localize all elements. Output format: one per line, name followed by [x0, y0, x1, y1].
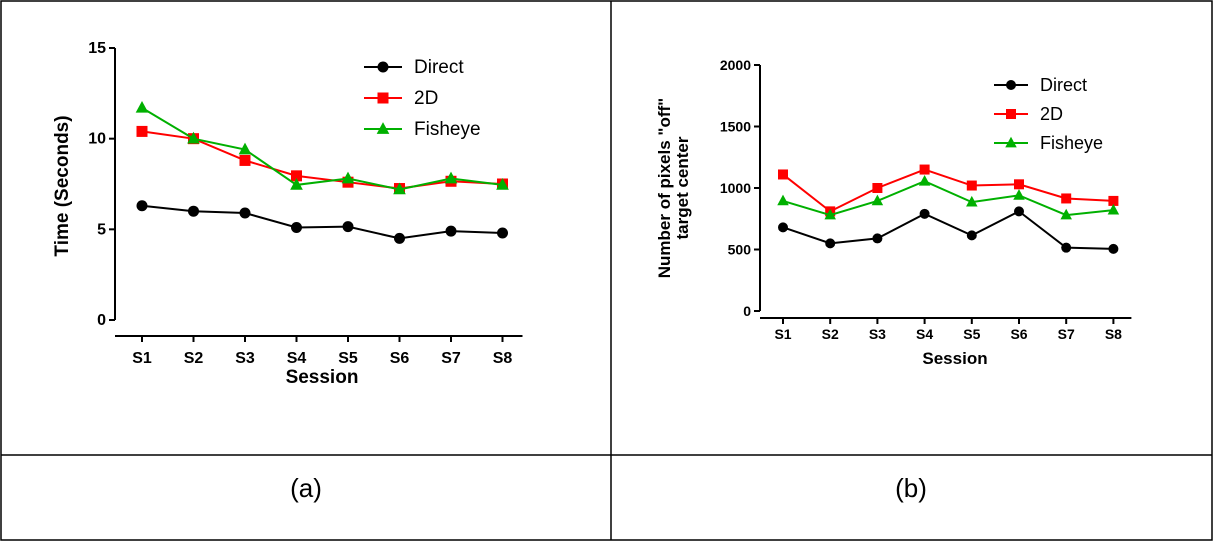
data-point-direct-a — [342, 221, 354, 233]
x-tick-label-a: S1 — [132, 350, 152, 367]
data-point-fisheye-a — [393, 182, 406, 195]
data-point-2d-b — [872, 183, 883, 193]
data-point-2d-b — [1061, 193, 1072, 204]
y-axis-label-b-line1: Number of pixels "off" — [655, 98, 674, 278]
series-line-fisheye-b — [782, 180, 1114, 217]
legend-marker-fisheye-b — [1005, 136, 1017, 148]
y-tick-label-b: 500 — [728, 242, 752, 258]
x-tick-label-b: S4 — [916, 326, 933, 342]
data-point-fisheye-b — [966, 195, 978, 207]
data-point-2d-b — [966, 180, 977, 191]
x-tick-label-a: S6 — [390, 350, 410, 367]
data-point-2d-b — [778, 169, 788, 180]
legend-label-fisheye-a: Fisheye — [414, 119, 481, 140]
y-tick-label-a: 15 — [88, 40, 106, 57]
y-tick-label-b: 0 — [743, 303, 751, 319]
data-point-fisheye-b — [777, 194, 789, 206]
x-tick-label-b: S5 — [963, 326, 980, 342]
data-point-direct-b — [1108, 243, 1119, 254]
data-point-2d-a — [291, 170, 302, 182]
data-point-2d-b — [1014, 179, 1024, 190]
data-point-direct-a — [445, 225, 457, 237]
data-point-direct-a — [136, 200, 148, 212]
x-tick-label-b: S3 — [869, 326, 886, 342]
data-point-direct-b — [1061, 242, 1072, 253]
data-point-fisheye-a — [444, 171, 458, 184]
chart-b: Number of pixels "off" target center Ses… — [655, 57, 1132, 368]
caption-b: (b) — [895, 473, 927, 503]
data-point-fisheye-a — [238, 142, 252, 155]
x-tick-label-b: S2 — [822, 326, 839, 342]
data-point-direct-a — [497, 227, 508, 239]
legend-marker-2d-a — [377, 92, 389, 104]
data-point-2d-b — [1108, 195, 1119, 206]
data-point-fisheye-a — [290, 178, 303, 190]
data-point-fisheye-b — [824, 208, 836, 220]
y-tick-label-a: 0 — [97, 312, 106, 329]
x-tick-label-b: S6 — [1010, 326, 1027, 342]
y-tick-label-b: 1000 — [720, 180, 751, 196]
x-tick-label-b: S1 — [774, 326, 791, 342]
data-point-direct-b — [778, 222, 788, 233]
legend-marker-2d-b — [1006, 109, 1016, 119]
y-tick-label-a: 5 — [97, 221, 106, 238]
data-point-2d-b — [919, 164, 930, 175]
y-tick-label-a: 10 — [88, 131, 106, 148]
series-line-2d-b — [782, 168, 1114, 213]
x-axis-label-b: Session — [922, 349, 987, 368]
data-point-fisheye-b — [1107, 203, 1120, 215]
data-point-direct-a — [188, 205, 199, 217]
data-point-fisheye-b — [1060, 208, 1072, 220]
caption-a: (a) — [290, 473, 322, 503]
y-axis-label-a: Time (Seconds) — [52, 115, 73, 256]
data-point-2d-a — [239, 154, 251, 166]
legend-label-direct-b: Direct — [1040, 75, 1087, 95]
x-tick-label-a: S2 — [184, 350, 204, 367]
x-tick-label-a: S7 — [441, 350, 461, 367]
data-point-2d-a — [136, 125, 148, 137]
data-point-fisheye-a — [496, 178, 509, 190]
legend-label-2d-b: 2D — [1040, 104, 1063, 124]
chart-a: Time (Seconds) Session 0 5 10 15 S1 S2 S3 S4 S5 S… — [52, 40, 523, 388]
legend-label-fisheye-b: Fisheye — [1040, 133, 1103, 153]
data-point-direct-b — [872, 233, 883, 244]
y-axis-label-b-line2: target center — [673, 136, 692, 239]
series-line-direct-a — [141, 204, 503, 240]
data-point-fisheye-a — [341, 171, 355, 184]
legend-marker-direct-b — [1006, 80, 1016, 90]
data-point-fisheye-b — [871, 194, 884, 206]
data-point-direct-a — [239, 207, 251, 219]
legend-marker-fisheye-a — [376, 122, 390, 134]
x-tick-label-a: S5 — [338, 350, 358, 367]
x-tick-label-a: S8 — [493, 350, 513, 367]
data-point-direct-b — [825, 238, 836, 249]
x-tick-label-b: S7 — [1058, 326, 1075, 342]
x-tick-label-a: S4 — [287, 350, 307, 367]
legend-label-2d-a: 2D — [414, 88, 438, 109]
x-tick-label-b: S8 — [1105, 326, 1122, 342]
data-point-fisheye-b — [1013, 189, 1025, 200]
legend-marker-direct-a — [377, 61, 389, 73]
data-point-fisheye-a — [187, 131, 200, 144]
data-point-direct-b — [966, 230, 977, 241]
x-tick-label-a: S3 — [235, 350, 255, 367]
data-point-direct-a — [394, 232, 405, 244]
data-point-direct-a — [291, 222, 302, 234]
legend-label-direct-a: Direct — [414, 57, 464, 78]
data-point-direct-b — [919, 208, 930, 219]
data-point-fisheye-a — [135, 100, 149, 113]
data-point-fisheye-b — [918, 174, 931, 186]
x-axis-label-a: Session — [286, 367, 359, 388]
y-tick-label-b: 1500 — [720, 119, 751, 135]
series-line-direct-b — [782, 210, 1114, 250]
y-tick-label-b: 2000 — [720, 57, 751, 73]
series-line-fisheye-a — [141, 106, 503, 191]
series-line-2d-a — [141, 130, 503, 190]
data-point-direct-b — [1014, 206, 1024, 217]
